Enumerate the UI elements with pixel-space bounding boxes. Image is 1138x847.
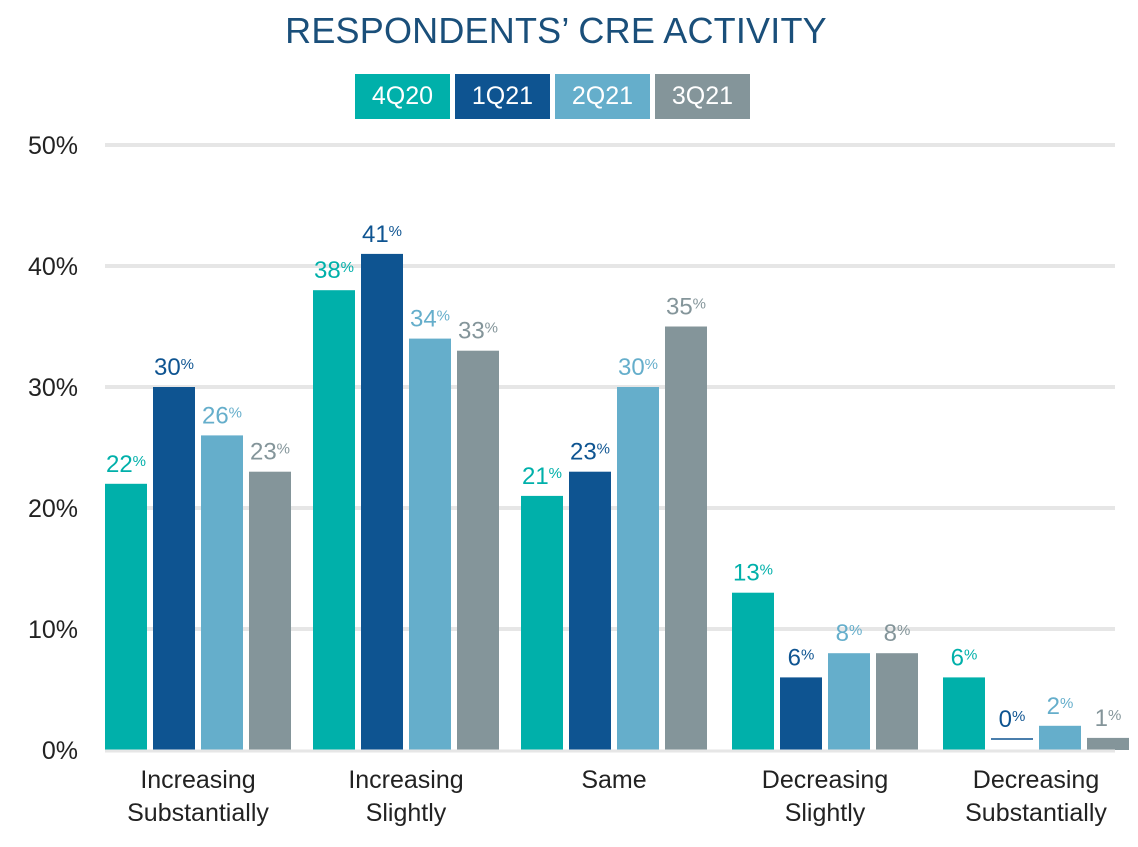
- bar: [105, 483, 147, 750]
- y-tick-label: 20%: [28, 495, 78, 523]
- data-label: 26%: [202, 402, 242, 429]
- x-category-label: Same: [581, 766, 646, 794]
- data-label: 30%: [154, 354, 194, 381]
- data-label: 22%: [106, 451, 146, 478]
- x-category-label: Decreasing Substantially: [965, 766, 1107, 827]
- data-label: 13%: [733, 560, 773, 587]
- bar: [780, 677, 822, 750]
- data-label: 35%: [666, 294, 706, 321]
- bar: [1039, 725, 1081, 750]
- x-category-label: Increasing Substantially: [127, 766, 269, 827]
- data-label: 34%: [410, 306, 450, 333]
- bar: [153, 387, 195, 750]
- data-label: 2%: [1047, 693, 1074, 720]
- bar: [313, 290, 355, 750]
- data-label: 23%: [570, 439, 610, 466]
- data-label: 6%: [788, 644, 815, 671]
- bar: [249, 471, 291, 750]
- bar: [1087, 737, 1129, 750]
- data-label: 41%: [362, 221, 402, 248]
- bar: [876, 653, 918, 750]
- bar: [665, 326, 707, 750]
- bar: [201, 435, 243, 750]
- legend-item-4q20: 4Q20: [355, 74, 450, 119]
- bar: [409, 338, 451, 750]
- data-label: 30%: [618, 354, 658, 381]
- data-label: 8%: [836, 620, 863, 647]
- legend-item-1q21: 1Q21: [455, 74, 550, 119]
- bar: [361, 253, 403, 750]
- bar: [732, 592, 774, 750]
- y-tick-label: 40%: [28, 253, 78, 281]
- y-tick-label: 10%: [28, 616, 78, 644]
- data-label: 8%: [884, 620, 911, 647]
- y-tick-label: 50%: [28, 132, 78, 160]
- data-label: 1%: [1095, 705, 1122, 732]
- bar: [943, 677, 985, 750]
- data-label: 6%: [951, 644, 978, 671]
- x-category-label: Decreasing Slightly: [762, 766, 888, 827]
- bar: [521, 495, 563, 750]
- bar: [457, 350, 499, 750]
- y-tick-label: 0%: [42, 737, 78, 765]
- data-label: 21%: [522, 463, 562, 490]
- bar: [569, 471, 611, 750]
- bar: [617, 387, 659, 750]
- legend-item-3q21: 3Q21: [655, 74, 750, 119]
- y-tick-label: 30%: [28, 374, 78, 402]
- legend: 4Q20 1Q21 2Q21 3Q21: [355, 74, 750, 119]
- bar: [828, 653, 870, 750]
- data-label: 0%: [999, 706, 1026, 733]
- data-label: 38%: [314, 257, 354, 284]
- chart-title: RESPONDENTS’ CRE ACTIVITY: [285, 10, 827, 51]
- x-category-label: Increasing Slightly: [348, 766, 463, 827]
- legend-item-2q21: 2Q21: [555, 74, 650, 119]
- data-label: 23%: [250, 439, 290, 466]
- data-label: 33%: [458, 318, 498, 345]
